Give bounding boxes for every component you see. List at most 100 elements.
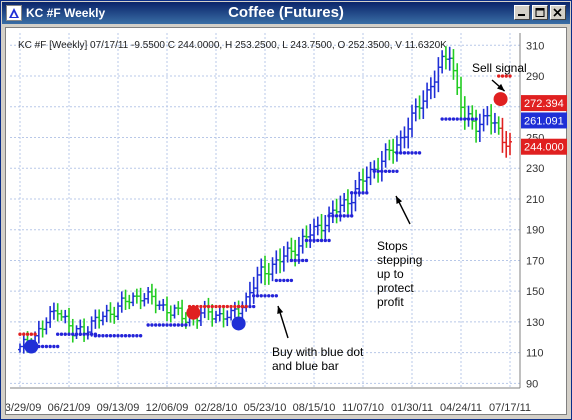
buy-stop-dot <box>455 117 459 121</box>
buy-stop-dot <box>40 344 45 349</box>
annotation-arrow-head <box>496 83 505 92</box>
buy-stop-dot <box>282 278 286 283</box>
buy-stop-dot <box>165 323 169 327</box>
sell-stop-dot <box>202 304 207 309</box>
buy-stop-dot <box>150 323 154 327</box>
sell-stop-dot <box>240 304 245 309</box>
x-tick-label: 05/23/10 <box>244 402 287 414</box>
sell-stop-dot <box>500 74 505 78</box>
sell-stop-dot <box>214 304 218 309</box>
setup-signal-marker <box>186 305 201 320</box>
buy-stop-dot <box>71 332 75 336</box>
buy-stop-dot <box>89 332 94 336</box>
buy-stop-dot <box>63 332 67 336</box>
annotation-text: stepping <box>377 253 422 267</box>
sell-signal-marker <box>493 92 508 107</box>
buy-stop-dot <box>395 169 399 174</box>
price-tag <box>521 112 567 129</box>
window-title: KC #F Weekly <box>26 6 106 20</box>
maximize-icon <box>535 8 545 17</box>
close-icon <box>553 8 562 17</box>
buy-stop-dot <box>383 169 388 174</box>
buy-stop-dot <box>349 191 354 195</box>
buy-stop-dot <box>300 258 305 263</box>
annotation-text: up to <box>377 267 404 281</box>
sell-stop-dot <box>504 74 508 78</box>
buy-stop-dot <box>82 332 86 336</box>
buy-stop-dot <box>365 191 369 195</box>
annotation-arrow-head <box>277 306 284 314</box>
price-chart: 9011013015017019021023025027029031003/29… <box>6 33 567 414</box>
sell-stop-dot <box>221 304 226 309</box>
buy-stop-dot <box>297 258 301 263</box>
sell-stop-dot <box>233 304 237 309</box>
buy-stop-dot <box>398 151 403 155</box>
buy-stop-dot <box>387 169 392 174</box>
buy-stop-dot <box>285 278 290 283</box>
sell-stop-dot <box>218 304 222 309</box>
buy-stop-dot <box>395 151 399 155</box>
annotation-text: Stops <box>377 239 408 253</box>
buy-stop-dot <box>157 323 162 327</box>
buy-stop-dot <box>323 238 328 243</box>
x-tick-label: 02/28/10 <box>195 402 238 414</box>
annotation-arrow-head <box>396 196 403 204</box>
close-button[interactable] <box>550 5 566 20</box>
buy-stop-dot <box>293 258 297 263</box>
sell-stop-dot <box>29 332 34 336</box>
buy-stop-dot <box>406 151 410 155</box>
app-icon[interactable] <box>6 5 22 21</box>
x-tick-label: 01/30/11 <box>391 402 433 414</box>
sell-stop-dot <box>496 74 501 78</box>
y-tick-label: 110 <box>526 348 544 360</box>
buy-stop-dot <box>470 117 475 121</box>
buy-stop-dot <box>86 332 90 336</box>
buy-stop-dot <box>52 344 56 349</box>
buy-signal-marker <box>24 339 39 354</box>
x-tick-label: 09/13/09 <box>97 402 140 414</box>
buy-stop-dot <box>447 117 452 121</box>
buy-stop-dot <box>251 294 256 298</box>
x-tick-label: 03/29/09 <box>6 402 41 414</box>
buy-stop-dot <box>417 151 422 155</box>
sell-stop-dot <box>508 74 512 78</box>
x-tick-label: 08/15/10 <box>293 402 336 414</box>
buy-stop-dot <box>391 169 395 174</box>
minimize-icon <box>518 14 525 16</box>
plot-area: 9011013015017019021023025027029031003/29… <box>5 27 567 415</box>
buy-stop-dot <box>138 334 143 338</box>
sell-stop-dot <box>206 304 211 309</box>
sell-stop-dot <box>225 304 230 309</box>
ohlc-info-line: KC #F [Weekly] 07/17/11 -9.5500 C 244.00… <box>18 40 447 51</box>
minimize-button[interactable] <box>514 5 530 20</box>
sell-stop-dot <box>199 304 203 309</box>
title-bar[interactable]: KC #F Weekly Coffee (Futures) <box>2 2 570 24</box>
buy-stop-dot <box>274 278 279 283</box>
buy-stop-dot <box>312 238 316 243</box>
buy-stop-dot <box>474 117 478 121</box>
maximize-button[interactable] <box>532 5 548 20</box>
buy-stop-dot <box>97 334 101 338</box>
price-tag <box>521 138 567 155</box>
sell-stop-dot <box>236 304 241 309</box>
buy-stop-dot <box>463 117 467 121</box>
annotation-text: profit <box>377 295 404 309</box>
buy-stop-dot <box>327 214 331 218</box>
annotation-text: Buy with blue dot <box>272 345 364 359</box>
buy-stop-dot <box>342 214 346 218</box>
y-tick-label: 310 <box>526 40 544 52</box>
buy-signal-marker <box>231 316 246 331</box>
buy-stop-dot <box>372 169 377 174</box>
buy-stop-dot <box>274 294 279 298</box>
buy-stop-dot <box>55 344 60 349</box>
buy-stop-dot <box>67 332 71 336</box>
buy-stop-dot <box>135 334 139 338</box>
buy-stop-dot <box>104 334 109 338</box>
x-tick-label: 11/07/10 <box>342 402 384 414</box>
buy-stop-dot <box>349 214 354 218</box>
buy-stop-dot <box>327 238 331 243</box>
buy-stop-dot <box>319 238 324 243</box>
buy-stop-dot <box>123 334 128 338</box>
buy-stop-dot <box>93 334 98 338</box>
y-tick-label: 290 <box>526 71 544 83</box>
